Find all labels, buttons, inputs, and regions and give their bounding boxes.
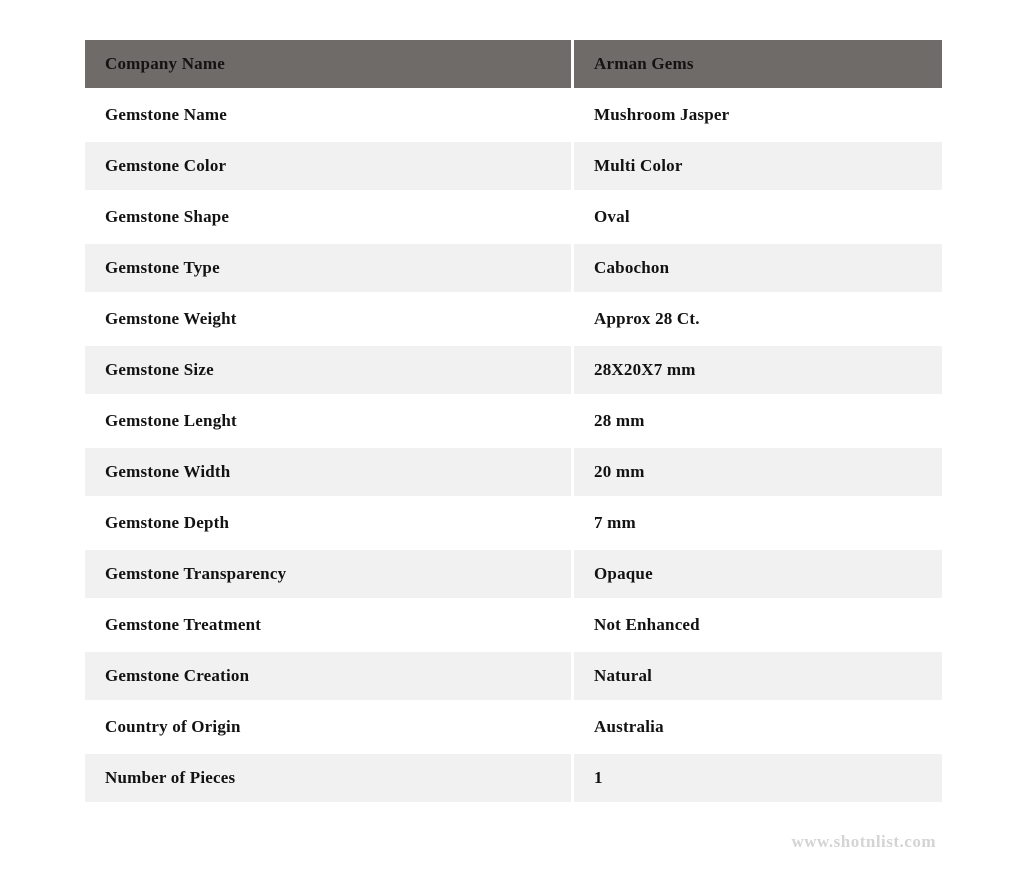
- table-row: Gemstone Color Multi Color: [85, 142, 942, 190]
- table-row: Gemstone Name Mushroom Jasper: [85, 91, 942, 139]
- table-row: Gemstone Creation Natural: [85, 652, 942, 700]
- table-row: Gemstone Transparency Opaque: [85, 550, 942, 598]
- row-value: Natural: [574, 652, 942, 700]
- table-row: Gemstone Weight Approx 28 Ct.: [85, 295, 942, 343]
- row-label: Gemstone Weight: [85, 295, 571, 343]
- row-label: Gemstone Width: [85, 448, 571, 496]
- row-label: Gemstone Name: [85, 91, 571, 139]
- row-label: Gemstone Type: [85, 244, 571, 292]
- row-value: Multi Color: [574, 142, 942, 190]
- table-row: Gemstone Depth 7 mm: [85, 499, 942, 547]
- row-label: Gemstone Lenght: [85, 397, 571, 445]
- table-header-row: Company Name Arman Gems: [85, 40, 942, 88]
- row-value: Not Enhanced: [574, 601, 942, 649]
- row-value: Mushroom Jasper: [574, 91, 942, 139]
- row-label: Gemstone Transparency: [85, 550, 571, 598]
- table-row: Gemstone Shape Oval: [85, 193, 942, 241]
- row-label: Gemstone Depth: [85, 499, 571, 547]
- row-value: 20 mm: [574, 448, 942, 496]
- table-row: Gemstone Lenght 28 mm: [85, 397, 942, 445]
- row-value: Oval: [574, 193, 942, 241]
- gemstone-spec-table: Company Name Arman Gems Gemstone Name Mu…: [82, 37, 945, 805]
- table-row: Gemstone Size 28X20X7 mm: [85, 346, 942, 394]
- row-label: Country of Origin: [85, 703, 571, 751]
- row-label: Gemstone Shape: [85, 193, 571, 241]
- company-name-value: Arman Gems: [574, 40, 942, 88]
- table-row: Country of Origin Australia: [85, 703, 942, 751]
- row-value: Cabochon: [574, 244, 942, 292]
- company-name-header: Company Name: [85, 40, 571, 88]
- row-label: Number of Pieces: [85, 754, 571, 802]
- row-label: Gemstone Size: [85, 346, 571, 394]
- table-row: Gemstone Type Cabochon: [85, 244, 942, 292]
- watermark-text: www.shotnlist.com: [791, 832, 936, 851]
- row-value: 7 mm: [574, 499, 942, 547]
- row-value: Opaque: [574, 550, 942, 598]
- row-value: Australia: [574, 703, 942, 751]
- row-value: 28X20X7 mm: [574, 346, 942, 394]
- row-label: Gemstone Creation: [85, 652, 571, 700]
- table-row: Gemstone Width 20 mm: [85, 448, 942, 496]
- row-label: Gemstone Treatment: [85, 601, 571, 649]
- table-row: Gemstone Treatment Not Enhanced: [85, 601, 942, 649]
- row-label: Gemstone Color: [85, 142, 571, 190]
- row-value: 1: [574, 754, 942, 802]
- row-value: Approx 28 Ct.: [574, 295, 942, 343]
- row-value: 28 mm: [574, 397, 942, 445]
- table-row: Number of Pieces 1: [85, 754, 942, 802]
